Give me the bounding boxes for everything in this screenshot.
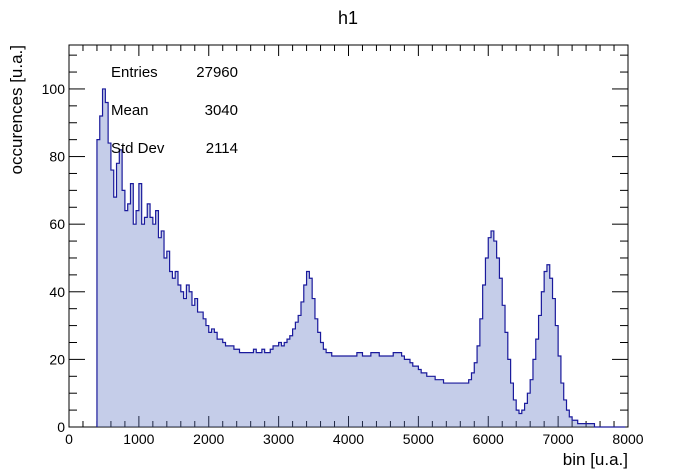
histogram-line: [96, 88, 626, 428]
stat-value: 3040: [205, 102, 238, 119]
stat-value: 27960: [196, 64, 238, 81]
x-tick-label: 8000: [612, 431, 643, 447]
x-tick-label: 4000: [333, 431, 364, 447]
x-tick-label: 3000: [263, 431, 294, 447]
x-tick-label: 7000: [543, 431, 574, 447]
plot-area: [68, 44, 629, 428]
x-axis-tick-labels: 0 1000 2000 3000 4000 5000 6000 7000 8000: [65, 431, 644, 447]
y-tick-label: 100: [42, 81, 66, 97]
x-tick-label: 6000: [473, 431, 504, 447]
chart-title: h1: [338, 8, 358, 28]
stat-label: Mean: [111, 102, 149, 119]
stat-label: Entries: [111, 64, 158, 81]
y-tick-label: 60: [49, 216, 65, 232]
y-tick-label: 20: [49, 351, 65, 367]
x-tick-label: 1000: [123, 431, 154, 447]
y-tick-label: 40: [49, 284, 65, 300]
axis-ticks: [68, 45, 629, 428]
y-axis-label: occurences [u.a.]: [7, 45, 26, 174]
y-tick-label: 80: [49, 149, 65, 165]
stat-label: Std Dev: [111, 140, 165, 157]
x-tick-label: 5000: [403, 431, 434, 447]
x-tick-label: 2000: [193, 431, 224, 447]
stat-value: 2114: [206, 140, 238, 157]
y-axis-tick-labels: 0 20 40 60 80 100: [42, 81, 66, 435]
x-tick-label: 0: [65, 431, 73, 447]
histogram-fill: [96, 88, 626, 427]
y-tick-label: 0: [57, 419, 65, 435]
x-axis-label: bin [u.a.]: [563, 450, 628, 469]
stats-box: Entries 27960 Mean 3040 Std Dev 2114: [111, 64, 238, 157]
